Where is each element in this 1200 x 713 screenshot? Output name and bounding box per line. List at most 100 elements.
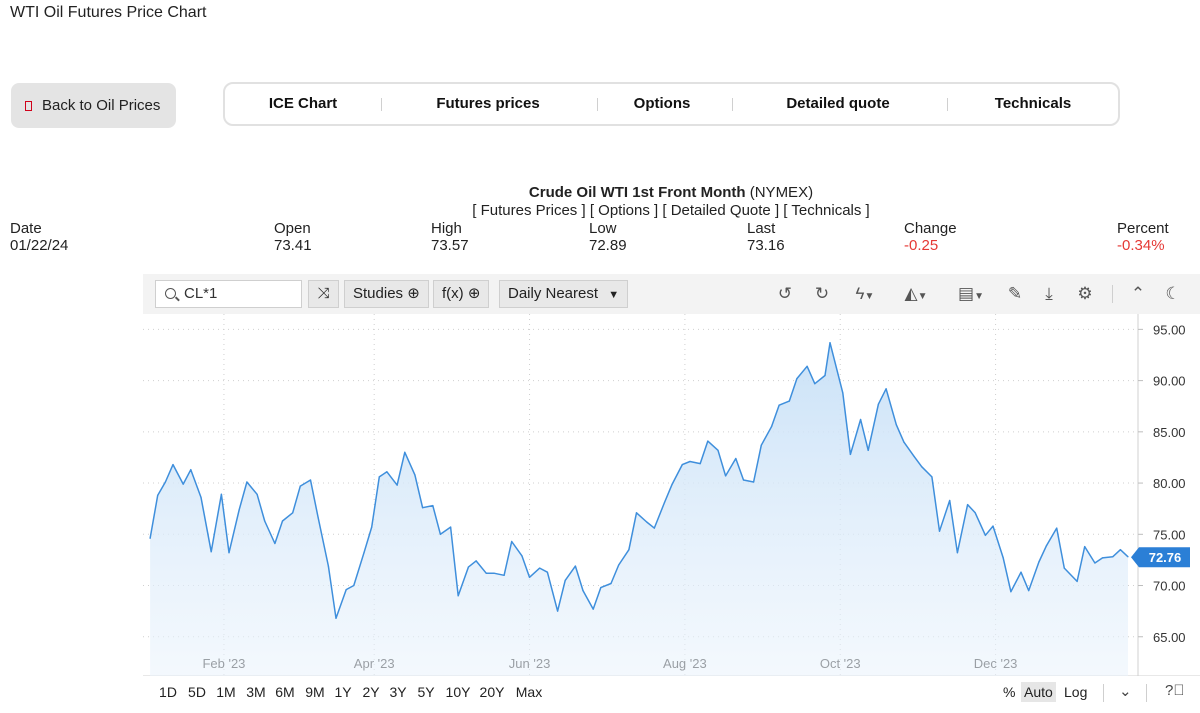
price-point xyxy=(371,526,373,528)
quote-high-value: 73.57 xyxy=(431,237,469,254)
instrument-title: Crude Oil WTI 1st Front Month (NYMEX) xyxy=(0,184,1200,201)
interval-select[interactable]: Daily Nearest ▼ xyxy=(499,280,629,308)
price-point xyxy=(1112,556,1114,558)
y-tick-label: 70.00 xyxy=(1153,579,1186,594)
link-technicals[interactable]: [ Technicals ] xyxy=(783,202,870,219)
quote-last-label: Last xyxy=(747,220,776,237)
studies-button[interactable]: Studies ⊕ xyxy=(344,280,429,308)
quote-date-value: 01/22/24 xyxy=(10,237,69,254)
price-point xyxy=(228,552,230,554)
toolbar-divider xyxy=(1112,285,1113,303)
range-button-1m[interactable]: 1M xyxy=(216,684,236,700)
instrument-exchange: (NYMEX) xyxy=(749,184,814,201)
tab-technicals[interactable]: Technicals xyxy=(994,95,1072,112)
compare-button[interactable]: ⤨ xyxy=(308,280,339,308)
price-point xyxy=(182,483,184,485)
tab-ice-chart[interactable]: ICE Chart xyxy=(268,95,338,112)
range-button-10y[interactable]: 10Y xyxy=(445,684,471,700)
price-point xyxy=(671,483,673,485)
tab-options[interactable]: Options xyxy=(633,95,691,112)
range-button-3m[interactable]: 3M xyxy=(246,684,266,700)
range-button-9m[interactable]: 9M xyxy=(305,684,325,700)
interval-label: Daily Nearest xyxy=(508,285,599,302)
price-point xyxy=(610,582,612,585)
range-button-20y[interactable]: 20Y xyxy=(479,684,505,700)
quote-last: Last 73.16 xyxy=(747,220,785,254)
tab-futures-prices[interactable]: Futures prices xyxy=(436,95,540,112)
symbol-search-input[interactable]: CL*1 xyxy=(155,280,302,308)
theme-icon[interactable]: ☾ xyxy=(1165,284,1181,303)
price-point xyxy=(439,533,441,535)
price-point xyxy=(1127,556,1129,558)
last-price-tag xyxy=(1131,547,1190,568)
range-button-3y[interactable]: 3Y xyxy=(389,684,407,700)
price-point xyxy=(164,481,166,483)
tab-detailed-quote[interactable]: Detailed quote xyxy=(786,95,890,112)
chevron-down-icon: ▼ xyxy=(608,289,620,301)
redo-icon[interactable]: ↻ xyxy=(814,284,830,303)
price-point xyxy=(246,481,248,483)
quote-open-value: 73.41 xyxy=(274,237,312,254)
link-options[interactable]: [ Options ] xyxy=(589,202,659,219)
back-to-oil-prices-button[interactable]: Back to Oil Prices xyxy=(11,83,176,128)
range-button-max[interactable]: Max xyxy=(515,684,543,700)
instrument-name: Crude Oil WTI 1st Front Month xyxy=(528,184,746,201)
layout-icon[interactable]: ▤▼ xyxy=(958,284,984,303)
range-button-6m[interactable]: 6M xyxy=(275,684,295,700)
scale-percent-option[interactable]: % xyxy=(1003,684,1016,700)
help-icon[interactable]: ?⃝ xyxy=(1165,682,1185,699)
price-point xyxy=(984,534,987,536)
range-button-5y[interactable]: 5Y xyxy=(417,684,435,700)
undo-icon[interactable]: ↺ xyxy=(777,284,793,303)
scale-log-option[interactable]: Log xyxy=(1064,684,1088,700)
price-point xyxy=(796,378,798,380)
range-button-2y[interactable]: 2Y xyxy=(362,684,380,700)
scale-auto-option[interactable]: Auto xyxy=(1021,682,1056,702)
price-point xyxy=(867,449,869,451)
download-icon[interactable]: ⤓ xyxy=(1045,284,1053,303)
range-button-1d[interactable]: 1D xyxy=(159,684,177,700)
price-point xyxy=(467,566,469,568)
price-point xyxy=(450,526,452,528)
collapse-icon[interactable]: ⌃ xyxy=(1130,284,1146,303)
price-point xyxy=(149,537,151,539)
link-detailed-quote[interactable]: [ Detailed Quote ] xyxy=(662,202,780,219)
draw-icon[interactable]: ✎ xyxy=(1007,284,1023,303)
link-futures-prices[interactable]: [ Futures Prices ] xyxy=(472,202,586,219)
price-point xyxy=(539,567,541,569)
price-point xyxy=(1002,557,1004,559)
scale-divider xyxy=(1103,684,1104,702)
gear-icon[interactable]: ⚙ xyxy=(1077,284,1093,303)
price-point xyxy=(600,587,602,589)
price-point xyxy=(770,426,773,428)
range-button-1y[interactable]: 1Y xyxy=(334,684,352,700)
price-point xyxy=(256,493,258,495)
quote-percent: Percent -0.34% xyxy=(1117,220,1169,254)
price-point xyxy=(557,610,559,612)
price-point xyxy=(404,451,406,453)
price-point xyxy=(877,403,880,405)
fx-button[interactable]: f(x) ⊕ xyxy=(433,280,490,308)
quote-high: High 73.57 xyxy=(431,220,469,254)
price-point xyxy=(309,479,312,481)
quote-date: Date 01/22/24 xyxy=(10,220,68,254)
price-point xyxy=(646,521,648,523)
chart-type-icon[interactable]: ◭▼ xyxy=(904,284,928,303)
range-button-5d[interactable]: 5D xyxy=(188,684,206,700)
quote-date-label: Date xyxy=(10,220,42,237)
y-tick-label: 95.00 xyxy=(1153,322,1186,337)
quote-open-label: Open xyxy=(274,220,311,237)
price-point xyxy=(1045,545,1048,547)
y-tick-label: 90.00 xyxy=(1153,374,1186,389)
quote-high-label: High xyxy=(431,220,462,237)
expand-down-icon[interactable]: ⌄ xyxy=(1119,683,1132,700)
y-tick-label: 75.00 xyxy=(1153,527,1186,542)
price-point xyxy=(511,540,513,543)
quote-percent-label: Percent xyxy=(1117,220,1169,237)
price-point xyxy=(628,549,630,551)
price-point xyxy=(663,501,666,504)
quote-change-value: -0.25 xyxy=(904,237,939,254)
flash-icon[interactable]: ϟ▼ xyxy=(855,284,875,303)
